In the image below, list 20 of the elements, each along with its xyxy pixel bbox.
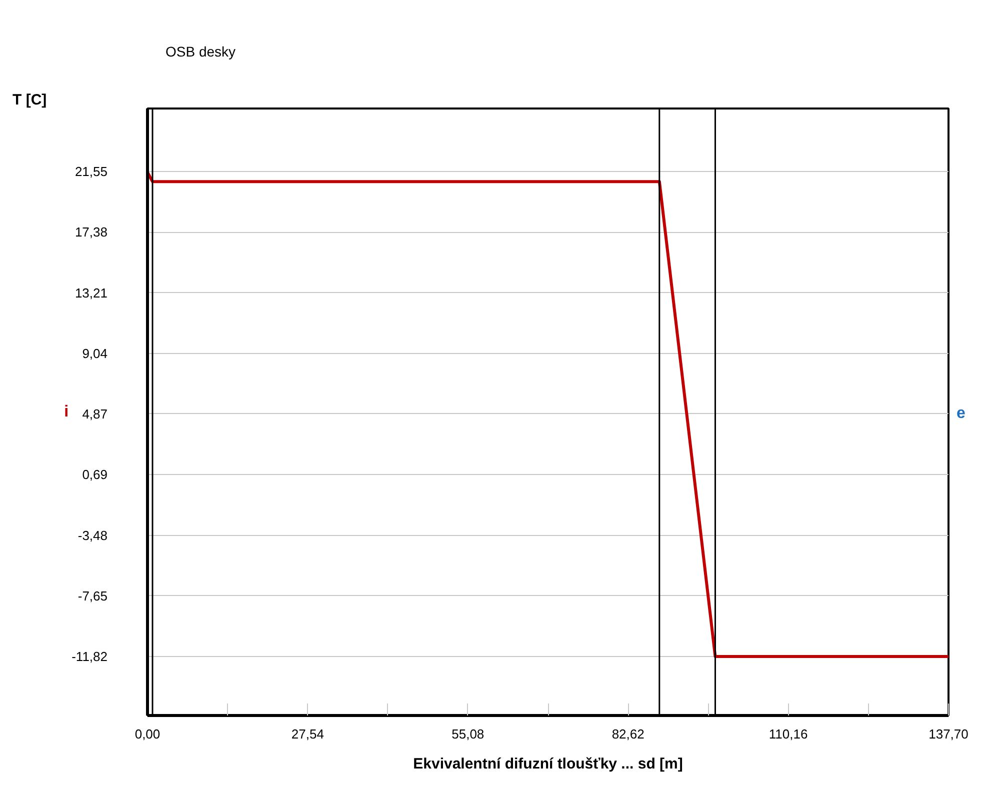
x-tick-label: 110,16 xyxy=(768,726,808,742)
y-tick-label: 0,69 xyxy=(82,467,108,482)
x-tick-label: 0,00 xyxy=(134,726,160,742)
x-tick-label: 27,54 xyxy=(291,726,324,742)
y-tick-label: -11,82 xyxy=(72,649,108,664)
y-tick-label: 9,04 xyxy=(82,346,108,361)
x-tick-label: 55,08 xyxy=(452,726,484,742)
y-tick-label: 21,55 xyxy=(74,164,108,180)
y-tick-label: 17,38 xyxy=(74,224,108,240)
y-axis-title: T [C] xyxy=(12,92,47,108)
x-tick-label: 82,62 xyxy=(612,726,644,742)
text: e xyxy=(956,405,966,422)
y-tick-label: 13,21 xyxy=(74,285,108,300)
y-tick-label: -7,65 xyxy=(78,588,108,604)
text: i xyxy=(64,404,69,420)
y-tick-label: -3,48 xyxy=(78,528,108,543)
x-axis-title: Ekvivalentní difuzní tloušťky ... sd [m] xyxy=(413,756,683,772)
y-tick-label: 4,87 xyxy=(82,406,108,422)
text: OSB desky xyxy=(166,44,236,60)
x-tick-label: 137,70 xyxy=(928,726,968,742)
